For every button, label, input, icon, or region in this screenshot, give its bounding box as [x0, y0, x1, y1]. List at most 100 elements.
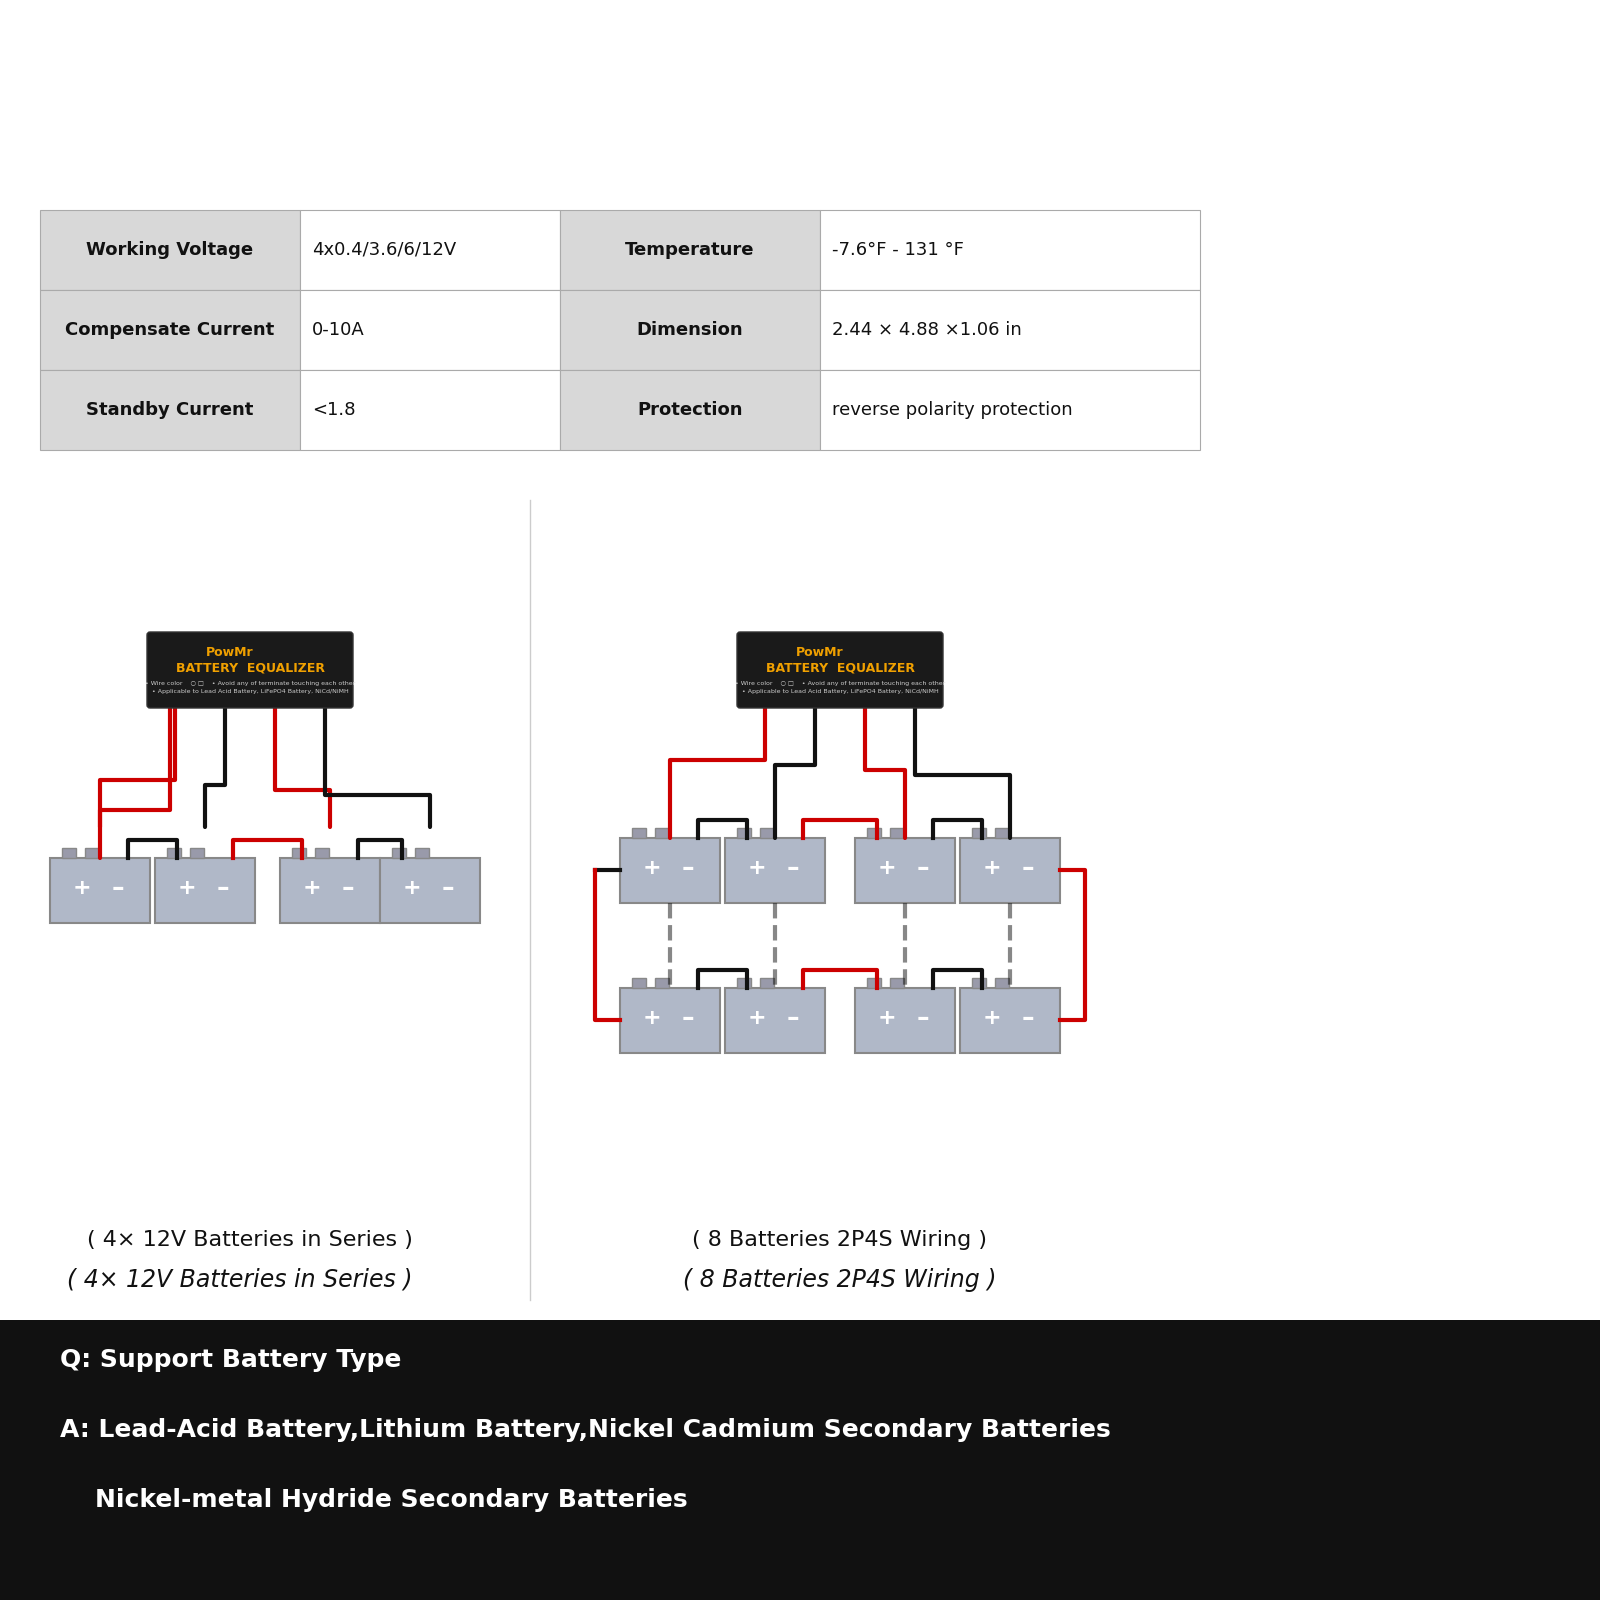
Text: PowMr: PowMr: [206, 645, 254, 659]
Text: BATTERY  EQUALIZER: BATTERY EQUALIZER: [765, 661, 915, 675]
Bar: [301, 370, 560, 450]
Text: • Wire color    ○ □    • Avoid any of terminate touching each other: • Wire color ○ □ • Avoid any of terminat…: [146, 682, 355, 686]
Bar: [760, 978, 774, 987]
Text: +: +: [982, 858, 1002, 878]
Text: • Applicable to Lead Acid Battery, LiFePO4 Battery, NiCd/NiMH: • Applicable to Lead Acid Battery, LiFeP…: [742, 690, 938, 694]
Bar: [973, 978, 986, 987]
Bar: [854, 987, 955, 1053]
Bar: [819, 370, 1200, 450]
Text: • Applicable to Lead Acid Battery, LiFePO4 Battery, NiCd/NiMH: • Applicable to Lead Acid Battery, LiFeP…: [152, 690, 349, 694]
Bar: [280, 858, 381, 923]
Text: 0-10A: 0-10A: [312, 322, 365, 339]
Text: 2.44 × 4.88 ×1.06 in: 2.44 × 4.88 ×1.06 in: [832, 322, 1022, 339]
Bar: [738, 827, 750, 837]
Bar: [560, 210, 819, 290]
Bar: [301, 210, 560, 290]
Text: +: +: [72, 878, 91, 898]
Bar: [381, 858, 480, 923]
Bar: [995, 827, 1010, 837]
Text: +: +: [403, 878, 421, 898]
Text: Nickel-metal Hydride Secondary Batteries: Nickel-metal Hydride Secondary Batteries: [61, 1488, 688, 1512]
Text: +: +: [982, 1008, 1002, 1029]
Bar: [62, 848, 77, 858]
Text: –: –: [787, 856, 800, 880]
Text: –: –: [682, 1006, 694, 1030]
Text: ( 4× 12V Batteries in Series ): ( 4× 12V Batteries in Series ): [86, 1230, 413, 1250]
Bar: [155, 858, 254, 923]
Text: +: +: [643, 858, 661, 878]
Text: –: –: [917, 856, 930, 880]
FancyBboxPatch shape: [147, 632, 354, 707]
Bar: [819, 290, 1200, 370]
Text: Dimension: Dimension: [637, 322, 744, 339]
Bar: [301, 290, 560, 370]
Bar: [890, 827, 904, 837]
Text: ( 4× 12V Batteries in Series ): ( 4× 12V Batteries in Series ): [67, 1267, 413, 1293]
Bar: [621, 837, 720, 902]
FancyBboxPatch shape: [738, 632, 942, 707]
Text: +: +: [747, 1008, 766, 1029]
Text: –: –: [112, 877, 125, 899]
Bar: [867, 978, 882, 987]
Bar: [621, 987, 720, 1053]
Text: • Wire color    ○ □    • Avoid any of terminate touching each other: • Wire color ○ □ • Avoid any of terminat…: [734, 682, 946, 686]
Bar: [40, 210, 301, 290]
Bar: [560, 370, 819, 450]
Text: +: +: [878, 1008, 896, 1029]
Text: –: –: [342, 877, 354, 899]
Text: –: –: [787, 1006, 800, 1030]
Bar: [738, 978, 750, 987]
Bar: [40, 290, 301, 370]
Text: PowMr: PowMr: [797, 645, 843, 659]
Text: Standby Current: Standby Current: [86, 402, 254, 419]
Bar: [960, 837, 1059, 902]
Bar: [315, 848, 330, 858]
Bar: [654, 827, 669, 837]
Text: ( 8 Batteries 2P4S Wiring ): ( 8 Batteries 2P4S Wiring ): [693, 1230, 987, 1250]
Bar: [632, 978, 646, 987]
Bar: [40, 370, 301, 450]
Text: +: +: [747, 858, 766, 878]
Text: BATTERY  EQUALIZER: BATTERY EQUALIZER: [176, 661, 325, 675]
Text: +: +: [878, 858, 896, 878]
Text: ( 8 Batteries 2P4S Wiring ): ( 8 Batteries 2P4S Wiring ): [683, 1267, 997, 1293]
Bar: [632, 827, 646, 837]
Bar: [85, 848, 99, 858]
Bar: [190, 848, 205, 858]
Bar: [995, 978, 1010, 987]
Text: reverse polarity protection: reverse polarity protection: [832, 402, 1072, 419]
Text: <1.8: <1.8: [312, 402, 355, 419]
Bar: [50, 858, 150, 923]
Text: +: +: [302, 878, 322, 898]
Text: A: Lead-Acid Battery,Lithium Battery,Nickel Cadmium Secondary Batteries: A: Lead-Acid Battery,Lithium Battery,Nic…: [61, 1418, 1110, 1442]
Bar: [414, 848, 429, 858]
Bar: [819, 210, 1200, 290]
Bar: [0, 1320, 1600, 1600]
Bar: [291, 848, 306, 858]
Bar: [960, 987, 1059, 1053]
Bar: [725, 837, 826, 902]
Text: –: –: [1022, 1006, 1034, 1030]
Text: –: –: [216, 877, 229, 899]
Text: +: +: [643, 1008, 661, 1029]
Bar: [973, 827, 986, 837]
Text: Working Voltage: Working Voltage: [86, 242, 253, 259]
Bar: [654, 978, 669, 987]
Text: –: –: [1022, 856, 1034, 880]
Text: –: –: [917, 1006, 930, 1030]
Text: Temperature: Temperature: [626, 242, 755, 259]
Bar: [392, 848, 406, 858]
Text: Protection: Protection: [637, 402, 742, 419]
Text: +: +: [178, 878, 197, 898]
Bar: [166, 848, 181, 858]
Bar: [867, 827, 882, 837]
Bar: [890, 978, 904, 987]
Text: 4x0.4/3.6/6/12V: 4x0.4/3.6/6/12V: [312, 242, 456, 259]
Bar: [854, 837, 955, 902]
Bar: [725, 987, 826, 1053]
Text: –: –: [682, 856, 694, 880]
Text: –: –: [442, 877, 454, 899]
Text: -7.6°F - 131 °F: -7.6°F - 131 °F: [832, 242, 963, 259]
Bar: [560, 290, 819, 370]
Text: Q: Support Battery Type: Q: Support Battery Type: [61, 1347, 402, 1371]
